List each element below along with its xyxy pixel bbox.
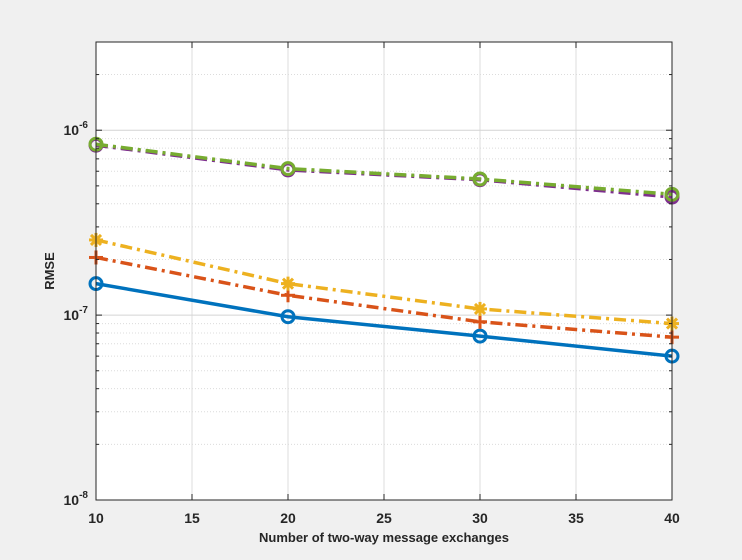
series-5-marker: [280, 161, 296, 177]
x-tick-label: 35: [568, 510, 584, 526]
series-2-marker: [473, 314, 487, 329]
tick-labels: 10 15 20 25 30 35 40 10-8 10-7 10-6: [64, 120, 680, 526]
series-5-line: [95, 142, 673, 197]
ticks: [95, 41, 673, 501]
x-tick-label: 25: [376, 510, 392, 526]
x-tick-label: 40: [664, 510, 680, 526]
x-tick-label: 10: [88, 510, 104, 526]
series-5-marker: [472, 171, 488, 187]
series-1-marker: [472, 328, 488, 344]
series-1-marker: [280, 309, 296, 325]
y-axis-label: RMSE: [42, 252, 57, 290]
x-axis-label: Number of two-way message exchanges: [259, 530, 509, 545]
y-tick-label: 10-6: [64, 120, 89, 138]
series-3-marker: [281, 276, 295, 291]
series-3-line: [95, 238, 673, 326]
series-2-line: [95, 255, 673, 339]
x-tick-label: 20: [280, 510, 296, 526]
x-tick-label: 30: [472, 510, 488, 526]
series-1-line: [95, 281, 673, 358]
x-tick-label: 15: [184, 510, 200, 526]
series-3-marker: [473, 301, 487, 316]
y-tick-label: 10-8: [64, 490, 89, 508]
y-tick-label: 10-7: [64, 305, 89, 323]
